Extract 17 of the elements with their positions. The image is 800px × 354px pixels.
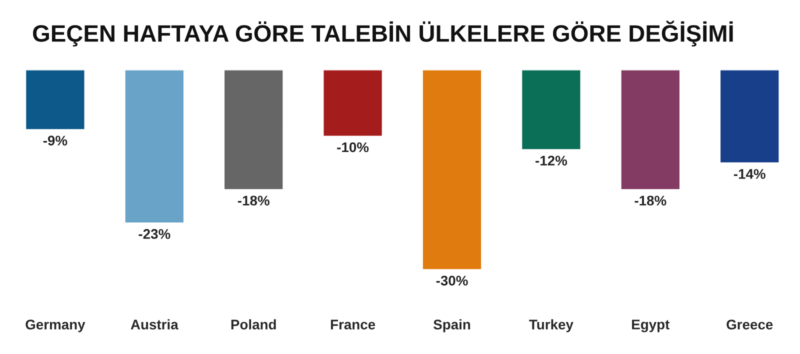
x-tick-label: Poland — [231, 319, 276, 330]
x-tick-label: Spain — [433, 319, 470, 332]
data-label: -10% — [337, 142, 369, 152]
data-label: -30% — [436, 276, 468, 286]
x-tick-label: Turkey — [529, 319, 574, 332]
x-tick-label: Egypt — [632, 320, 670, 332]
data-label: -18% — [238, 196, 270, 206]
data-label: -12% — [536, 156, 568, 166]
x-tick-label: Germany — [26, 320, 86, 332]
chart-title: GEÇEN HAFTAYA GÖRE TALEBİN ÜLKELERE GÖRE DEĞİŞİMİ — [33, 20, 733, 46]
data-label: -14% — [734, 169, 766, 179]
data-label: -18% — [634, 196, 666, 206]
data-label: -23% — [138, 229, 170, 239]
x-tick-label: Greece — [726, 320, 773, 330]
x-tick-label: France — [330, 320, 376, 330]
data-label: -9% — [43, 136, 68, 146]
x-tick-label: Austria — [130, 319, 178, 330]
